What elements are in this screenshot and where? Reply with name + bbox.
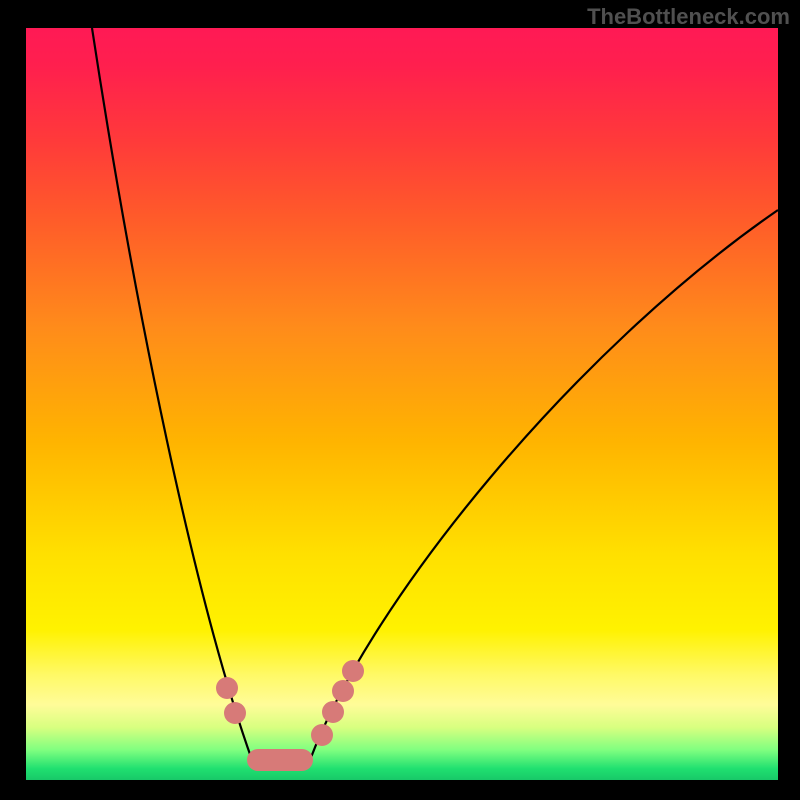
marker-point: [216, 677, 238, 699]
plot-background: [26, 28, 778, 780]
marker-point: [342, 660, 364, 682]
marker-pill: [247, 749, 313, 771]
marker-point: [322, 701, 344, 723]
chart-container: TheBottleneck.com: [0, 0, 800, 800]
watermark-text: TheBottleneck.com: [587, 4, 790, 30]
chart-svg: [0, 0, 800, 800]
marker-point: [224, 702, 246, 724]
marker-point: [311, 724, 333, 746]
marker-point: [332, 680, 354, 702]
